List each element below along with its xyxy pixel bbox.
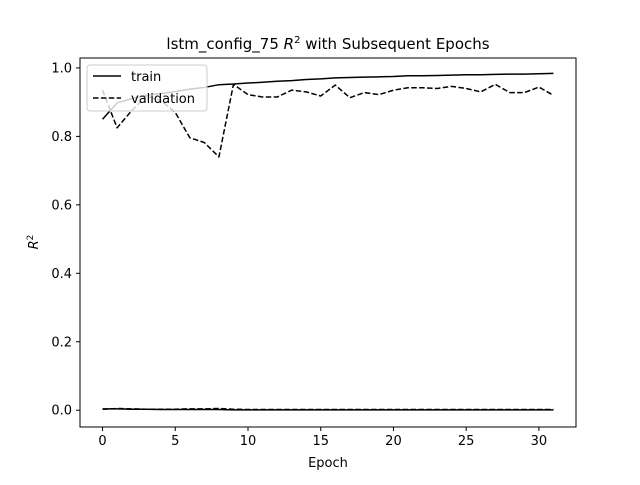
legend-train-label: train xyxy=(131,70,161,85)
plot-frame xyxy=(79,57,577,428)
y-tick-label-0: 0.0 xyxy=(51,404,72,419)
x-tick-label-4: 20 xyxy=(385,434,402,449)
y-axis-label: R2 xyxy=(26,235,42,250)
y-axis-label-var: R xyxy=(27,240,42,249)
y-tick-label-3: 0.6 xyxy=(51,198,72,213)
x-tick-label-5: 25 xyxy=(458,434,475,449)
x-axis-ticks: 0 5 10 15 20 25 30 xyxy=(98,427,547,449)
chart-title-var: R xyxy=(284,35,294,53)
x-axis-label: Epoch xyxy=(308,456,348,471)
series-line-1 xyxy=(101,83,554,158)
chart-title-sup: 2 xyxy=(294,35,300,46)
y-axis-ticks: 0.0 0.2 0.4 0.6 0.8 1.0 xyxy=(51,61,80,419)
legend: train validation xyxy=(86,64,208,112)
x-tick-label-0: 0 xyxy=(98,434,106,449)
chart-title: lstm_config_75 R2 with Subsequent Epochs xyxy=(166,35,489,54)
y-tick-label-1: 0.2 xyxy=(51,335,72,350)
x-tick-label-1: 5 xyxy=(171,434,179,449)
chart-title-suffix: with Subsequent Epochs xyxy=(300,35,489,53)
y-axis-label-sup: 2 xyxy=(26,235,36,241)
x-tick-label-3: 15 xyxy=(312,434,329,449)
x-tick-label-6: 30 xyxy=(531,434,548,449)
chart-title-prefix: lstm_config_75 xyxy=(166,35,283,54)
y-tick-label-4: 0.8 xyxy=(51,130,72,145)
x-tick-label-2: 10 xyxy=(240,434,257,449)
legend-validation-label: validation xyxy=(131,92,195,107)
series-line-3 xyxy=(102,407,554,411)
plot-layer xyxy=(101,72,554,411)
y-tick-label-2: 0.4 xyxy=(51,267,72,282)
y-tick-label-5: 1.0 xyxy=(51,61,72,76)
